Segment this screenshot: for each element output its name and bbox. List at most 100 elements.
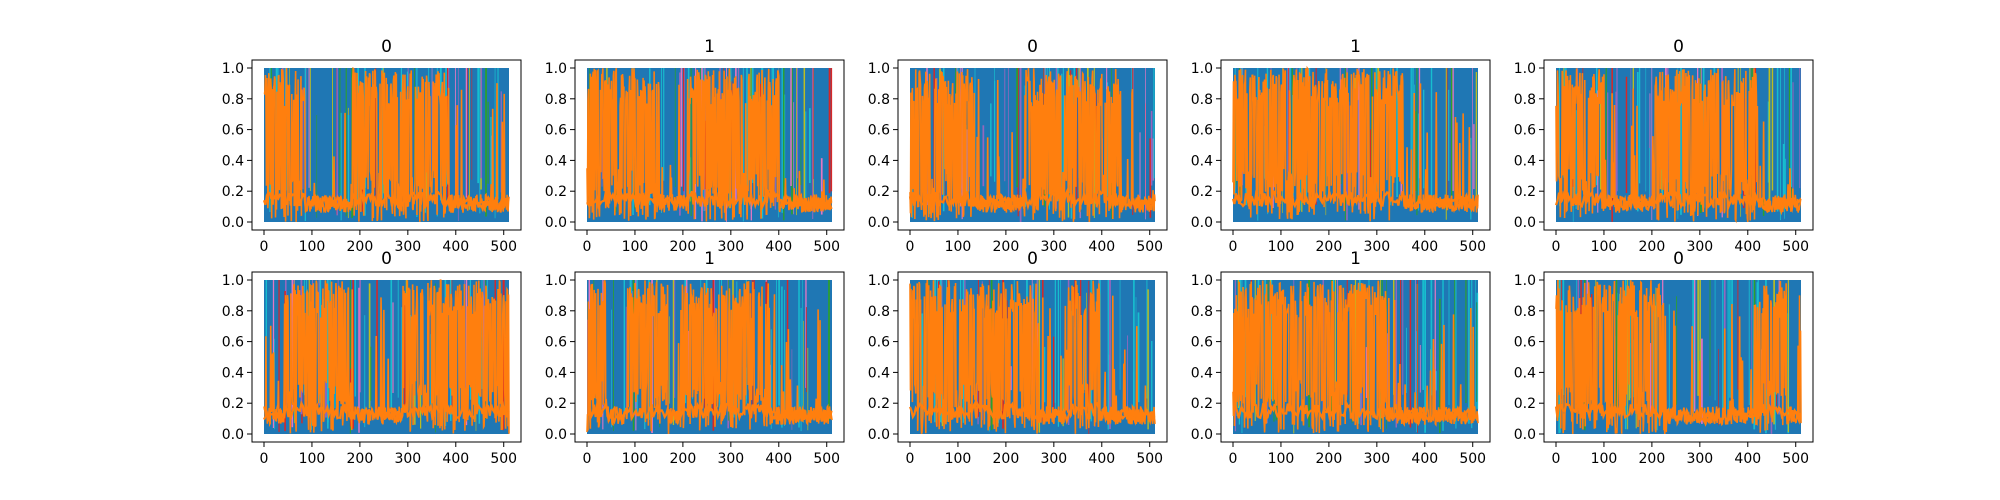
y-tick-label: 1.0 — [1514, 273, 1536, 289]
orange-baseline-line — [908, 398, 1156, 426]
subplot-5: 0.0 0.2 0.4 0.6 0.8 1.0 0 100 200 300 400 500 0 — [222, 249, 522, 467]
y-tick-label: 0.8 — [1514, 304, 1536, 320]
y-tick-label: 0.4 — [1191, 153, 1213, 169]
orange-baseline-line — [262, 190, 510, 214]
subplot-title: 0 — [1027, 37, 1038, 57]
y-tick-label: 0.2 — [545, 184, 567, 200]
x-tick-label: 300 — [1040, 239, 1067, 255]
subplot-title: 0 — [1673, 249, 1684, 269]
series-lines — [586, 68, 833, 222]
x-tick-label: 300 — [1363, 451, 1390, 467]
x-tick-label: 300 — [1363, 239, 1390, 255]
y-tick-label: 1.0 — [222, 273, 244, 289]
x-tick-label: 200 — [1316, 239, 1343, 255]
orange-baseline-line — [586, 400, 833, 426]
subplot-title: 0 — [1673, 37, 1684, 57]
y-tick-label: 0.8 — [545, 304, 567, 320]
x-tick-label: 200 — [993, 451, 1020, 467]
series-lines — [1554, 280, 1802, 435]
x-tick-label: 0 — [260, 239, 269, 255]
y-tick-label: 0.2 — [222, 396, 244, 412]
orange-series-line — [1232, 65, 1479, 222]
y-tick-label: 0.4 — [868, 365, 890, 381]
axes-frame — [897, 271, 1168, 443]
x-tick-label: 300 — [394, 451, 421, 467]
x-tick-label: 400 — [442, 451, 469, 467]
axes-frame — [897, 59, 1168, 231]
y-tick-label: 0.2 — [1514, 184, 1536, 200]
x-tick-label: 500 — [1459, 239, 1486, 255]
x-tick-label: 200 — [670, 451, 697, 467]
x-tick-label: 500 — [1136, 451, 1163, 467]
y-tick-label: 1.0 — [222, 61, 244, 77]
subplot-title: 0 — [1027, 249, 1038, 269]
orange-baseline-line — [908, 187, 1156, 214]
y-tick-label: 0.6 — [222, 123, 244, 139]
y-tick-label: 0.6 — [222, 335, 244, 351]
x-tick-label: 500 — [1782, 239, 1809, 255]
x-tick-label: 400 — [765, 239, 792, 255]
y-tick-label: 0.4 — [545, 153, 567, 169]
x-tick-label: 100 — [945, 451, 972, 467]
x-tick-label: 300 — [1686, 451, 1713, 467]
subplot-4: 0.0 0.2 0.4 0.6 0.8 1.0 0 100 200 300 400 500 0 — [1514, 37, 1814, 255]
y-tick-label: 0.4 — [222, 365, 244, 381]
y-tick-label: 0.8 — [868, 92, 890, 108]
x-tick-label: 100 — [299, 239, 326, 255]
y-tick-label: 0.4 — [1191, 365, 1213, 381]
subplot-grid: 0.00.20.40.60.81.00 100 200 300 400 50000.00.… — [222, 37, 1814, 467]
x-tick-label: 200 — [670, 239, 697, 255]
x-tick-label: 200 — [1316, 451, 1343, 467]
x-tick-label: 200 — [347, 239, 374, 255]
x-tick-label: 100 — [1591, 239, 1618, 255]
x-tick-label: 400 — [1411, 451, 1438, 467]
y-tick-label: 0.0 — [1191, 427, 1213, 443]
axes-frame — [251, 59, 522, 231]
x-tick-label: 0 — [1229, 239, 1238, 255]
y-tick-label: 0.8 — [1191, 92, 1213, 108]
axes-frame — [1543, 59, 1814, 231]
y-tick-label: 0.2 — [222, 184, 244, 200]
x-tick-label: 200 — [347, 451, 374, 467]
y-tick-label: 0.0 — [1514, 215, 1536, 231]
subplot-title: 1 — [1350, 37, 1361, 57]
x-tick-label: 100 — [1268, 451, 1295, 467]
y-tick-label: 0.0 — [545, 427, 567, 443]
y-tick-label: 0.8 — [545, 92, 567, 108]
y-tick-label: 0.2 — [1191, 184, 1213, 200]
x-tick-label: 200 — [993, 239, 1020, 255]
series-lines — [908, 68, 1156, 222]
x-tick-label: 0 — [906, 239, 915, 255]
series-lines — [1232, 280, 1479, 434]
orange-baseline-line — [586, 188, 833, 213]
y-tick-label: 0.2 — [868, 396, 890, 412]
axes-frame — [574, 59, 845, 231]
orange-series-line — [909, 68, 1156, 222]
y-tick-label: 0.4 — [868, 153, 890, 169]
x-tick-label: 0 — [260, 451, 269, 467]
y-tick-label: 0.4 — [1514, 153, 1536, 169]
x-tick-label: 400 — [442, 239, 469, 255]
x-tick-label: 400 — [765, 451, 792, 467]
x-tick-label: 300 — [1686, 239, 1713, 255]
y-tick-label: 0.6 — [1514, 335, 1536, 351]
axes-frame — [1220, 271, 1491, 443]
x-tick-label: 300 — [717, 239, 744, 255]
y-tick-label: 0.2 — [545, 396, 567, 412]
x-tick-label: 300 — [394, 239, 421, 255]
x-tick-label: 100 — [1591, 451, 1618, 467]
axes-frame — [574, 271, 845, 443]
y-tick-label: 0.4 — [222, 153, 244, 169]
subplot-2: 0.0 0.2 0.4 0.6 0.8 1.0 0 100 200 300 400 500 0 — [868, 37, 1168, 255]
orange-baseline-line — [1554, 187, 1802, 214]
subplot-title: 1 — [704, 37, 715, 57]
y-tick-label: 0.8 — [868, 304, 890, 320]
y-tick-label: 0.0 — [868, 427, 890, 443]
y-tick-label: 0.6 — [868, 335, 890, 351]
series-lines — [263, 279, 510, 434]
orange-baseline-line — [263, 400, 510, 426]
subplot-0: 0.0 0.2 0.4 0.6 0.8 1.0 0 100 200 300 400 500 0 — [222, 37, 522, 255]
x-tick-label: 300 — [717, 451, 744, 467]
y-tick-label: 0.8 — [1514, 92, 1536, 108]
